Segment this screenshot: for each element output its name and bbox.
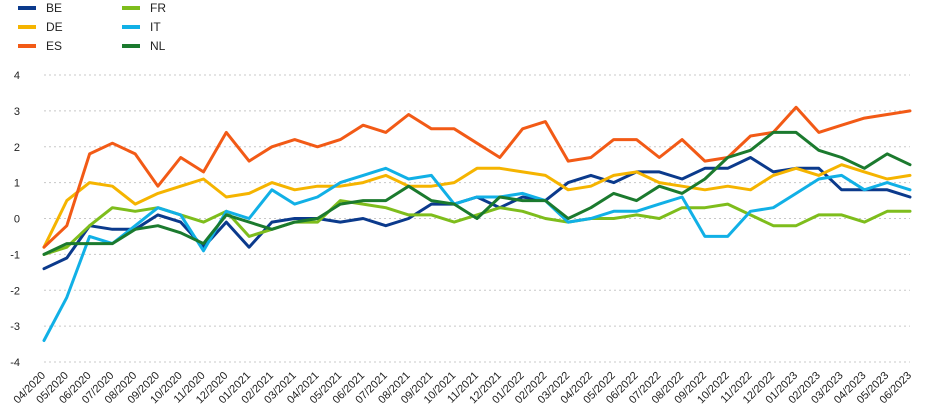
legend-item-it: IT — [122, 20, 161, 34]
y-tick-label: 1 — [14, 178, 20, 190]
series-lines — [42, 105, 912, 342]
y-tick-label: -2 — [10, 285, 20, 297]
legend-item-es: ES — [18, 39, 62, 53]
y-tick-label: -3 — [10, 321, 20, 333]
legend-item-de: DE — [18, 20, 63, 34]
legend-label: NL — [150, 39, 166, 53]
legend-item-nl: NL — [122, 39, 166, 53]
legend-label: DE — [46, 20, 63, 34]
grid-lines — [44, 74, 910, 363]
legend-item-be: BE — [18, 1, 62, 15]
series-line-es — [42, 105, 912, 249]
y-tick-label: 0 — [14, 214, 20, 226]
legend-label: BE — [46, 1, 62, 15]
y-axis: 4 3 2 1 0 -1 -2 -3 -4 — [10, 70, 20, 369]
y-tick-label: 3 — [14, 106, 20, 118]
series-line-nl — [42, 130, 912, 256]
legend-label: ES — [46, 39, 62, 53]
legend-label: FR — [150, 1, 166, 15]
legend-item-fr: FR — [122, 1, 166, 15]
y-tick-label: -1 — [10, 249, 20, 261]
y-tick-label: -4 — [10, 357, 20, 369]
series-line-it — [42, 166, 912, 342]
y-tick-label: 4 — [14, 70, 20, 82]
legend-label: IT — [150, 20, 161, 34]
series-line-fr — [42, 199, 912, 256]
legend: BE DE ES FR IT NL — [18, 1, 166, 53]
x-axis: 04/202005/202006/202007/202008/202009/20… — [12, 370, 915, 407]
y-tick-label: 2 — [14, 142, 20, 154]
series-line-de — [42, 163, 912, 249]
